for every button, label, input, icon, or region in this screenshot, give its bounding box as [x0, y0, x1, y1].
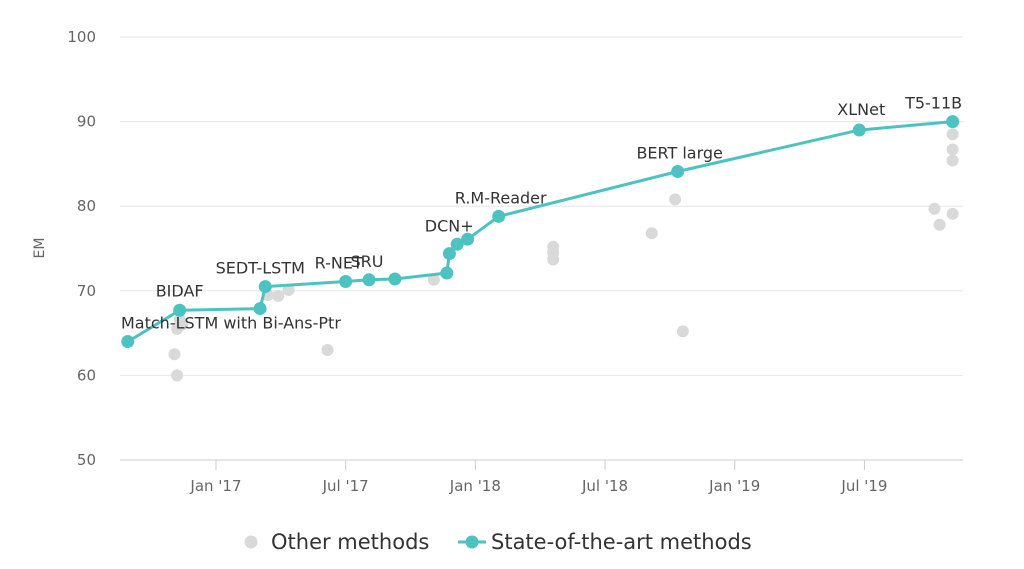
sota-point-label: BERT large — [636, 144, 722, 163]
x-tick-label: Jan '18 — [449, 477, 501, 495]
sota-line-layer — [127, 120, 953, 343]
y-tick-label: 70 — [77, 282, 96, 300]
x-tick-label: Jul '18 — [581, 477, 628, 495]
other-method-point — [427, 273, 440, 286]
sota-point — [442, 247, 456, 261]
other-method-point — [547, 253, 560, 266]
sota-point — [461, 232, 475, 246]
other-method-point — [946, 143, 959, 156]
other-method-point — [676, 325, 689, 338]
x-tick-label: Jan '17 — [189, 477, 241, 495]
sota-point — [173, 303, 187, 317]
sota-point-label: R-NET — [315, 253, 363, 272]
legend-sota-label: State-of-the-art methods — [491, 530, 752, 554]
sota-point — [946, 115, 960, 129]
sota-point-label: XLNet — [837, 100, 885, 119]
sota-point-label: SRU — [351, 252, 384, 271]
sota-point — [362, 273, 376, 287]
legend-other-marker-icon — [244, 535, 258, 549]
other-method-point — [176, 318, 189, 331]
other-method-point — [946, 154, 959, 167]
sota-point — [339, 274, 353, 288]
other-method-point — [946, 207, 959, 220]
sota-points-layer — [121, 115, 960, 349]
legend-item-other[interactable]: Other methods — [244, 530, 430, 554]
other-method-point — [168, 348, 181, 361]
sota-series-line — [127, 120, 953, 343]
axis-layer: 50 60 70 80 90 100 Jan '17 Jul '17 Jan '18 Jul '1… — [67, 28, 963, 495]
other-method-point — [282, 283, 295, 296]
sota-point-label: BIDAF — [156, 281, 204, 300]
other-method-point — [321, 344, 334, 357]
y-tick-label: 100 — [67, 28, 96, 46]
x-tick-label: Jul '19 — [840, 477, 887, 495]
x-tick-label: Jul '17 — [322, 477, 369, 495]
sota-point — [253, 302, 267, 316]
sota-point — [671, 165, 685, 179]
sota-point — [440, 266, 454, 280]
sota-point-label: DCN+ — [425, 216, 474, 235]
sota-point-label: R.M-Reader — [455, 188, 547, 207]
legend-item-sota[interactable]: State-of-the-art methods — [458, 530, 752, 554]
other-method-point — [645, 227, 658, 240]
y-tick-label: 80 — [77, 197, 96, 215]
sota-point — [852, 123, 866, 137]
other-method-point — [946, 128, 959, 141]
sota-point — [258, 280, 272, 294]
sota-point-label: Match-LSTM with Bi-Ans-Ptr — [121, 314, 341, 333]
y-tick-label: 90 — [77, 113, 96, 131]
sota-point-label: SEDT-LSTM — [216, 259, 305, 278]
sota-point — [388, 272, 402, 286]
other-methods-layer — [168, 128, 959, 382]
sota-point — [450, 237, 464, 251]
y-axis-title: EM — [32, 238, 48, 259]
sota-point — [121, 335, 135, 349]
other-method-point — [669, 193, 682, 206]
y-tick-label: 50 — [77, 451, 96, 469]
x-tick-label: Jan '19 — [708, 477, 760, 495]
other-method-point — [933, 218, 946, 231]
other-method-point — [171, 369, 184, 382]
legend: Other methods State-of-the-art methods — [244, 530, 752, 554]
sota-point — [492, 209, 506, 223]
other-method-point — [272, 289, 285, 302]
legend-other-label: Other methods — [271, 530, 429, 554]
y-tick-label: 60 — [77, 366, 96, 384]
other-method-point — [928, 202, 941, 215]
point-labels-layer: Match-LSTM with Bi-Ans-Ptr BIDAF SEDT-LSTM… — [121, 94, 962, 333]
legend-sota-marker-icon — [465, 535, 479, 549]
sota-point-label: T5-11B — [904, 94, 962, 113]
